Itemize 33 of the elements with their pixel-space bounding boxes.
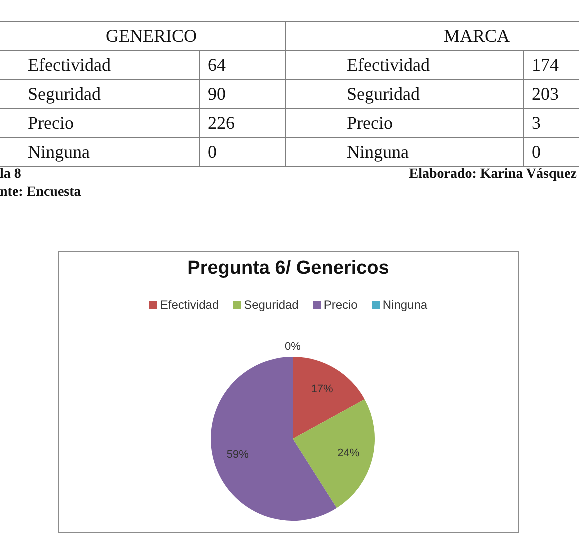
chart-title: Pregunta 6/ Genericos [188, 258, 390, 279]
category-label: Precio [28, 112, 74, 132]
data-label: 17% [311, 384, 334, 396]
data-label: 0 [208, 142, 217, 162]
category-label: Ninguna [347, 142, 409, 162]
pie-slice [293, 357, 365, 439]
text: 0% [285, 341, 301, 353]
data-label: 90 [208, 84, 226, 104]
data-label: 3 [532, 112, 541, 132]
category-label: Seguridad [28, 84, 101, 104]
category-label: Efectividad [28, 54, 111, 74]
data-label: 0 [532, 142, 541, 162]
legend-label: Ninguna [382, 298, 428, 312]
category-label: Efectividad [347, 54, 430, 74]
text: la 8 [0, 167, 22, 182]
data-label: 59% [226, 449, 250, 462]
data-label: 24% [338, 447, 360, 460]
data-label: 226 [208, 112, 235, 132]
category-label: Seguridad [347, 84, 420, 104]
category-label: Ninguna [28, 142, 90, 162]
data-label: 174 [532, 54, 559, 74]
pie-slice [211, 357, 337, 521]
text: MARCA [444, 26, 510, 46]
data-label: 64 [208, 54, 226, 74]
text: nte: Encuesta [0, 185, 82, 200]
data-label: 203 [532, 84, 559, 104]
legend-label: Precio [324, 298, 358, 312]
category-label: Precio [347, 112, 393, 132]
text: Elaborado: Karina Vásquez [409, 167, 577, 182]
pie-slice [293, 399, 375, 508]
text: GENERICO [106, 26, 197, 46]
legend-label: Seguridad [244, 298, 299, 312]
legend-label: Efectividad [160, 298, 220, 312]
